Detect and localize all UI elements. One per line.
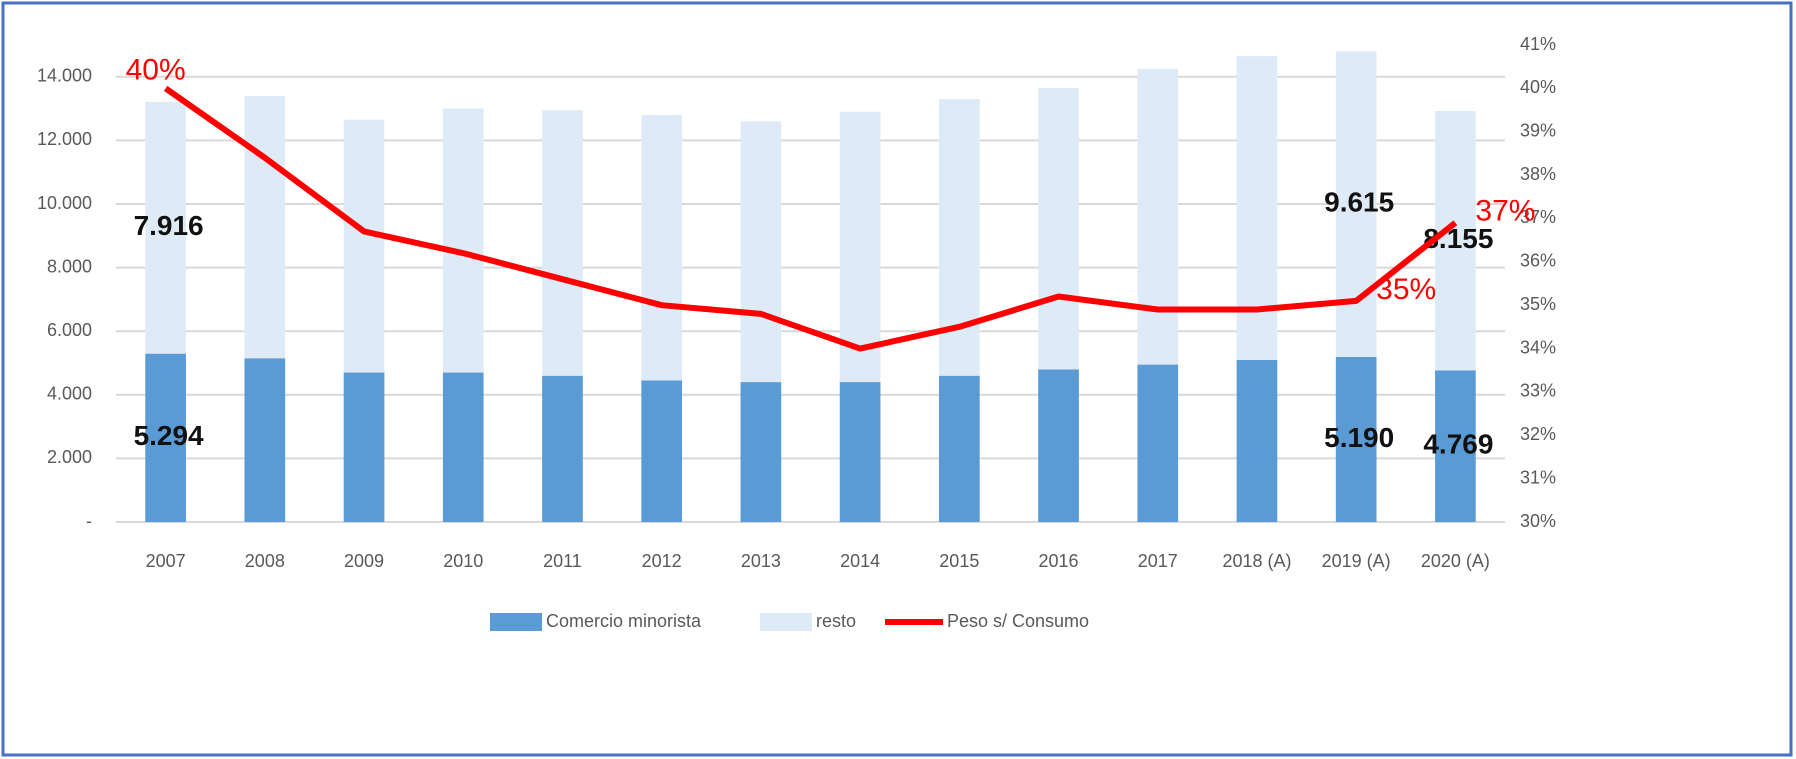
x-tick-label: 2017 xyxy=(1138,551,1178,571)
bar xyxy=(1335,356,1377,522)
bar xyxy=(740,382,782,522)
bar xyxy=(145,101,186,354)
legend-label: resto xyxy=(816,611,856,631)
y-tick-label: 6.000 xyxy=(47,320,92,340)
data-label: 5.294 xyxy=(134,420,204,451)
bar xyxy=(1236,359,1278,522)
y-tick-label: 12.000 xyxy=(37,129,92,149)
legend-label: Peso s/ Consumo xyxy=(947,611,1089,631)
y2-tick-label: 33% xyxy=(1520,381,1556,401)
y2-tick-label: 39% xyxy=(1520,120,1556,140)
y-tick-label: - xyxy=(86,511,92,531)
line-label: 40% xyxy=(126,53,186,86)
bar xyxy=(1435,111,1476,371)
bar xyxy=(1335,51,1377,357)
bar xyxy=(839,382,881,522)
bar xyxy=(938,99,980,376)
y-tick-label: 2.000 xyxy=(47,447,92,467)
bar xyxy=(442,372,484,522)
x-tick-label: 2011 xyxy=(543,551,582,571)
bar xyxy=(1435,370,1476,522)
bar xyxy=(1038,369,1079,522)
x-tick-label: 2019 (A) xyxy=(1322,551,1391,571)
y-tick-label: 4.000 xyxy=(47,384,92,404)
y2-tick-label: 38% xyxy=(1520,164,1556,184)
bar xyxy=(1038,87,1079,370)
y-tick-label: 14.000 xyxy=(37,66,92,86)
x-tick-label: 2016 xyxy=(1039,551,1079,571)
x-tick-label: 2012 xyxy=(642,551,682,571)
y-tick-label: 8.000 xyxy=(47,256,92,276)
x-tick-label: 2010 xyxy=(443,551,483,571)
legend-label: Comercio minorista xyxy=(546,611,702,631)
y2-tick-label: 34% xyxy=(1520,337,1556,357)
data-label: 7.916 xyxy=(134,210,204,241)
bar xyxy=(641,114,683,381)
x-tick-label: 2014 xyxy=(840,551,880,571)
data-label: 4.769 xyxy=(1423,429,1493,460)
bar xyxy=(1236,56,1278,360)
y2-tick-label: 32% xyxy=(1520,424,1556,444)
bar xyxy=(938,375,980,522)
bar xyxy=(343,119,385,373)
bar xyxy=(343,372,385,522)
x-tick-label: 2009 xyxy=(344,551,384,571)
bar xyxy=(145,353,186,522)
y2-tick-label: 36% xyxy=(1520,251,1556,271)
y2-tick-label: 41% xyxy=(1520,34,1556,54)
bar xyxy=(442,108,484,373)
bar xyxy=(244,95,286,359)
data-label: 9.615 xyxy=(1324,186,1394,217)
legend-swatch xyxy=(490,613,542,631)
bar xyxy=(542,375,583,522)
y2-tick-label: 40% xyxy=(1520,77,1556,97)
x-tick-label: 2008 xyxy=(245,551,285,571)
legend-swatch xyxy=(760,613,812,631)
line xyxy=(163,85,1458,352)
bar xyxy=(740,121,782,383)
bar xyxy=(839,111,881,383)
x-tick-label: 2013 xyxy=(741,551,781,571)
x-tick-label: 2020 (A) xyxy=(1421,551,1490,571)
bar xyxy=(542,110,583,376)
y2-tick-label: 31% xyxy=(1520,467,1556,487)
y2-tick-label: 35% xyxy=(1520,294,1556,314)
y2-tick-label: 30% xyxy=(1520,511,1556,531)
bar xyxy=(641,380,683,522)
line-label: 37% xyxy=(1475,195,1535,228)
x-tick-label: 2018 (A) xyxy=(1222,551,1291,571)
line-label: 35% xyxy=(1376,273,1436,306)
data-label: 5.190 xyxy=(1324,422,1394,453)
y-tick-label: 10.000 xyxy=(37,193,92,213)
y2-tick-label: 37% xyxy=(1520,207,1556,227)
bar xyxy=(1137,364,1179,522)
bar xyxy=(1137,68,1179,365)
x-tick-label: 2007 xyxy=(146,551,186,571)
bar xyxy=(244,358,286,522)
x-tick-label: 2015 xyxy=(939,551,979,571)
